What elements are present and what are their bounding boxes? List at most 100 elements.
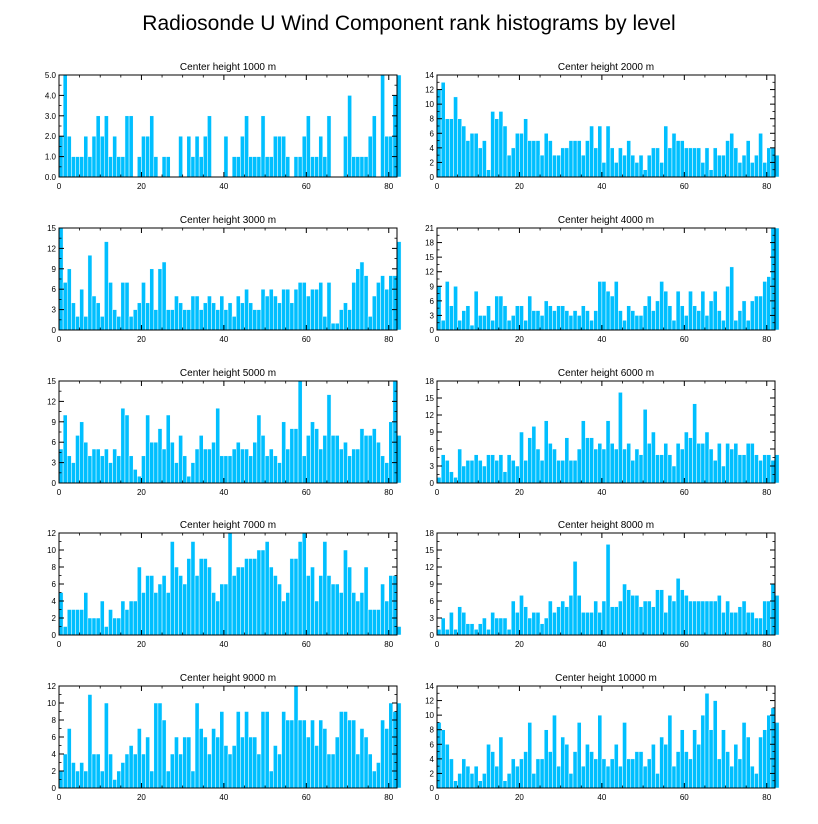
bar: [108, 609, 113, 636]
bar: [334, 736, 340, 789]
bar: [667, 595, 673, 636]
bar: [700, 162, 706, 178]
bar: [733, 147, 739, 178]
bar: [326, 115, 332, 178]
bar: [318, 719, 324, 789]
bar: [646, 154, 652, 178]
bar: [568, 140, 574, 178]
bar: [289, 302, 295, 331]
bar: [157, 583, 163, 636]
panel-title: Center height 9000 m: [180, 673, 276, 684]
bar: [548, 443, 553, 484]
bar: [207, 295, 212, 331]
bar: [440, 320, 446, 331]
bar: [285, 719, 291, 789]
bar: [585, 437, 590, 484]
y-tick-label: 6: [52, 285, 57, 294]
bar: [762, 454, 768, 484]
y-tick-label: 14: [425, 682, 434, 691]
bar: [273, 455, 278, 484]
bar: [190, 156, 196, 178]
bar: [75, 770, 80, 789]
y-tick-label: 6: [430, 129, 435, 138]
bar: [396, 626, 402, 636]
bar: [436, 722, 442, 789]
bar: [301, 455, 307, 484]
y-tick-label: 4: [52, 597, 57, 606]
x-tick-label: 0: [57, 793, 62, 802]
bar: [215, 600, 221, 636]
y-tick-label: 18: [425, 377, 434, 386]
bar: [482, 465, 487, 484]
bar: [568, 315, 574, 331]
bar: [248, 302, 253, 331]
bar: [671, 133, 677, 178]
bar: [659, 281, 664, 331]
bar: [363, 435, 369, 484]
bar: [178, 753, 183, 789]
bar: [363, 566, 369, 636]
bar: [486, 305, 491, 331]
bar: [170, 309, 175, 331]
bar: [618, 765, 623, 789]
bar: [281, 421, 286, 484]
y-tick-label: 12: [47, 244, 56, 253]
bar: [244, 115, 249, 178]
bar: [700, 290, 706, 331]
y-tick-label: 1.0: [45, 153, 57, 162]
bar: [589, 437, 594, 484]
bar: [264, 156, 270, 178]
bar: [449, 471, 454, 484]
bar: [318, 282, 324, 331]
y-tick-label: 12: [425, 86, 434, 95]
x-tick-label: 40: [219, 182, 228, 191]
bar: [745, 443, 751, 484]
bar: [548, 600, 553, 636]
bar: [449, 118, 454, 178]
bar: [729, 448, 735, 484]
bar: [79, 609, 84, 636]
y-tick-label: 3: [430, 462, 435, 471]
bar: [157, 702, 163, 789]
bar: [124, 282, 130, 331]
bar: [343, 302, 348, 331]
bar: [112, 448, 117, 484]
bar: [589, 320, 594, 331]
bar: [539, 623, 545, 636]
y-tick-label: 8: [52, 563, 57, 572]
bar: [465, 305, 471, 331]
bar: [552, 612, 557, 636]
y-tick-label: 2: [52, 614, 57, 623]
bar: [453, 629, 458, 636]
bar: [663, 443, 669, 484]
bar: [543, 300, 549, 331]
bar: [692, 305, 697, 331]
bar: [351, 448, 357, 484]
bar: [774, 722, 780, 789]
bar: [638, 454, 644, 484]
bar: [203, 736, 208, 789]
bar: [436, 629, 442, 636]
y-tick-label: 0: [430, 784, 435, 793]
bar: [754, 773, 759, 789]
bar: [581, 765, 586, 789]
bar: [486, 629, 491, 636]
bar: [663, 290, 669, 331]
bar: [638, 315, 644, 331]
bar: [490, 751, 495, 789]
bar: [527, 722, 533, 789]
bar: [359, 592, 365, 636]
bar: [605, 290, 611, 331]
bar: [585, 310, 590, 331]
bar: [186, 558, 192, 636]
y-tick-label: 6: [430, 740, 435, 749]
bar: [469, 133, 475, 178]
bar: [552, 310, 557, 331]
bar: [729, 266, 735, 331]
bar: [116, 316, 122, 331]
bar: [646, 295, 652, 331]
bar: [502, 471, 508, 484]
bar: [87, 254, 93, 331]
panel-10: Center height 10000 m 0 20 40 60 80 0 2 4 6 8 10 12 1…: [425, 673, 780, 802]
bar: [696, 310, 702, 331]
